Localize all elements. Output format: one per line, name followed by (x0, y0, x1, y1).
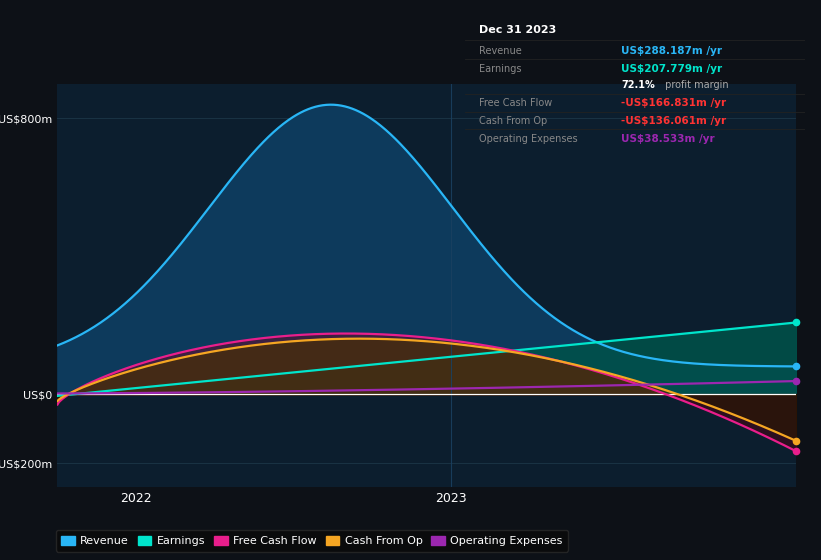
Text: Cash From Op: Cash From Op (479, 116, 547, 125)
Text: -US$166.831m /yr: -US$166.831m /yr (621, 98, 727, 108)
Text: profit margin: profit margin (663, 80, 729, 90)
Text: -US$136.061m /yr: -US$136.061m /yr (621, 116, 727, 125)
Text: US$207.779m /yr: US$207.779m /yr (621, 64, 722, 74)
Text: Free Cash Flow: Free Cash Flow (479, 98, 552, 108)
Text: Earnings: Earnings (479, 64, 521, 74)
Text: Revenue: Revenue (479, 46, 521, 55)
Legend: Revenue, Earnings, Free Cash Flow, Cash From Op, Operating Expenses: Revenue, Earnings, Free Cash Flow, Cash … (56, 530, 568, 552)
Text: Operating Expenses: Operating Expenses (479, 134, 577, 144)
Text: US$38.533m /yr: US$38.533m /yr (621, 134, 715, 144)
Text: 72.1%: 72.1% (621, 80, 655, 90)
Text: US$288.187m /yr: US$288.187m /yr (621, 46, 722, 55)
Text: Dec 31 2023: Dec 31 2023 (479, 25, 556, 35)
